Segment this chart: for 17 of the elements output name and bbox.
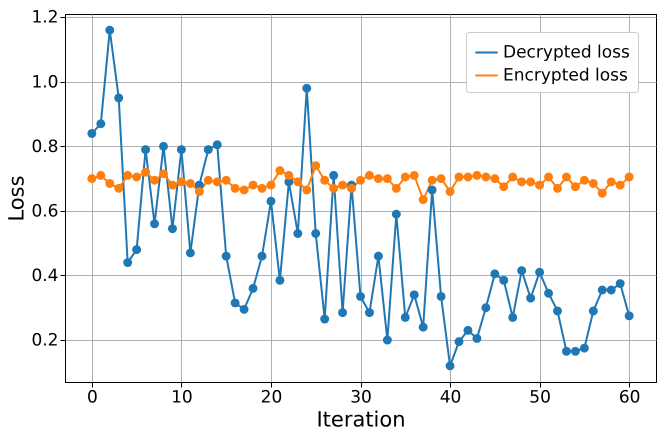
x-tick-label: 0 [86,388,98,408]
y-tick-label: 0.4 [31,266,58,286]
x-tick-label: 40 [440,388,462,408]
y-tick-label: 1.0 [31,72,58,92]
y-tick-label: 1.2 [31,8,58,28]
x-tick-label: 20 [260,388,282,408]
legend-label: Decrypted loss [503,42,630,62]
x-axis-title: Iteration [316,408,406,432]
y-axis-title: Loss [4,175,28,222]
x-tick-label: 60 [618,388,640,408]
legend-label: Encrypted loss [503,66,628,86]
y-tick-label: 0.8 [31,136,58,157]
x-tick-label: 30 [350,388,372,408]
x-tick-label: 50 [529,388,551,408]
y-tick-label: 0.6 [31,201,58,222]
y-tick-label: 0.2 [31,330,58,351]
x-tick-label: 10 [171,388,193,408]
